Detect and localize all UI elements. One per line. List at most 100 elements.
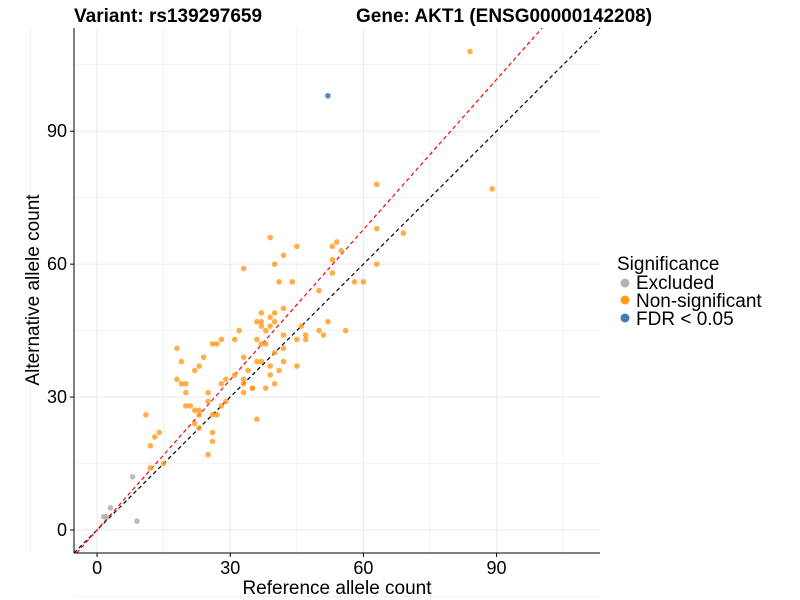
data-point-non-significant [351, 279, 358, 285]
data-point-non-significant [280, 358, 287, 365]
data-point-non-significant [214, 341, 220, 347]
data-point-non-significant [191, 367, 198, 374]
data-point-non-significant [249, 385, 256, 391]
data-point-non-significant [147, 442, 154, 449]
data-point-non-significant [200, 354, 207, 360]
x-tick-label: 30 [220, 558, 240, 578]
data-point-non-significant [183, 403, 189, 409]
data-point-non-significant [258, 341, 265, 347]
data-point-non-significant [258, 318, 265, 325]
data-point-non-significant [236, 327, 242, 334]
data-point-non-significant [316, 327, 322, 334]
data-point-non-significant [294, 363, 300, 369]
reference-line-fit [76, 27, 543, 554]
legend-title: Significance [617, 254, 719, 275]
data-point-non-significant [174, 376, 180, 383]
data-point-non-significant [143, 411, 149, 418]
data-point-non-significant [302, 332, 309, 338]
reference-lines [73, 27, 601, 554]
data-points [100, 48, 495, 524]
y-tick-label: 90 [47, 121, 67, 141]
data-point-non-significant [258, 310, 265, 316]
data-point-non-significant [267, 314, 273, 321]
data-point-excluded [129, 473, 136, 480]
data-point-non-significant [258, 358, 265, 365]
data-point-non-significant [223, 376, 229, 383]
chart-title-gene: Gene: AKT1 (ENSG00000142208) [356, 6, 652, 27]
data-point-non-significant [271, 380, 278, 387]
data-point-non-significant [267, 234, 273, 241]
data-point-non-significant [298, 323, 305, 329]
axis-ticks: 0 30 60 90 0 30 60 90 [47, 121, 507, 578]
legend-label-fdr: FDR < 0.05 [636, 309, 734, 330]
data-point-non-significant [231, 372, 238, 378]
data-point-non-significant [294, 243, 300, 250]
chart-title-variant: Variant: rs139297659 [74, 6, 262, 27]
data-point-non-significant [209, 341, 216, 347]
data-point-non-significant [218, 336, 225, 343]
data-point-non-significant [240, 265, 247, 272]
data-point-non-significant [271, 261, 278, 267]
data-point-non-significant [214, 411, 220, 418]
data-point-non-significant [262, 385, 269, 391]
data-point-non-significant [467, 48, 473, 55]
data-point-non-significant [174, 345, 180, 352]
data-point-non-significant [183, 389, 189, 396]
data-point-non-significant [373, 181, 380, 188]
data-point-excluded [103, 513, 109, 520]
data-point-non-significant [302, 336, 309, 343]
data-point-non-significant [276, 279, 282, 285]
data-point-non-significant [271, 318, 278, 325]
data-point-non-significant [245, 367, 251, 374]
data-point-non-significant [267, 363, 273, 369]
x-axis-label: Reference allele count [242, 578, 432, 599]
data-point-non-significant [254, 336, 260, 343]
y-tick-label: 30 [47, 387, 67, 407]
reference-line-identity [73, 27, 601, 554]
data-point-non-significant [280, 252, 287, 259]
data-point-non-significant [267, 372, 273, 378]
data-point-non-significant [240, 354, 247, 360]
data-point-non-significant [196, 363, 202, 369]
data-point-non-significant [400, 230, 407, 236]
data-point-non-significant [254, 318, 260, 325]
data-point-non-significant [338, 248, 345, 254]
data-point-non-significant [191, 407, 198, 414]
data-point-non-significant [254, 358, 260, 365]
data-point-non-significant [218, 403, 225, 409]
data-point-non-significant [320, 332, 327, 338]
legend-key-fdr [620, 313, 630, 323]
data-point-non-significant [178, 380, 185, 387]
x-tick-label: 90 [487, 558, 507, 578]
data-point-non-significant [156, 429, 163, 436]
data-point-non-significant [209, 411, 216, 418]
data-point-non-significant [160, 460, 167, 467]
data-point-non-significant [209, 438, 216, 445]
data-point-non-significant [373, 225, 380, 232]
data-point-non-significant [280, 305, 287, 312]
data-point-non-significant [280, 332, 287, 338]
data-point-non-significant [183, 380, 189, 387]
data-point-non-significant [231, 336, 238, 343]
data-point-non-significant [187, 403, 194, 409]
legend-key-excluded [620, 278, 630, 288]
data-point-non-significant [258, 323, 265, 329]
y-tick-label: 60 [47, 254, 67, 274]
data-point-fdr-0-05 [325, 92, 331, 99]
data-point-non-significant [294, 336, 300, 343]
legend-key-non-significant [620, 295, 630, 305]
data-point-non-significant [271, 310, 278, 316]
data-point-non-significant [196, 425, 202, 431]
data-point-non-significant [489, 186, 495, 192]
data-point-non-significant [289, 279, 296, 285]
data-point-non-significant [196, 407, 202, 414]
data-point-non-significant [254, 416, 260, 423]
data-point-non-significant [262, 327, 269, 334]
data-point-non-significant [218, 380, 225, 387]
data-point-non-significant [240, 376, 247, 383]
data-point-excluded [134, 518, 140, 524]
data-point-non-significant [316, 287, 322, 294]
data-point-non-significant [329, 256, 336, 263]
data-point-non-significant [373, 261, 380, 267]
